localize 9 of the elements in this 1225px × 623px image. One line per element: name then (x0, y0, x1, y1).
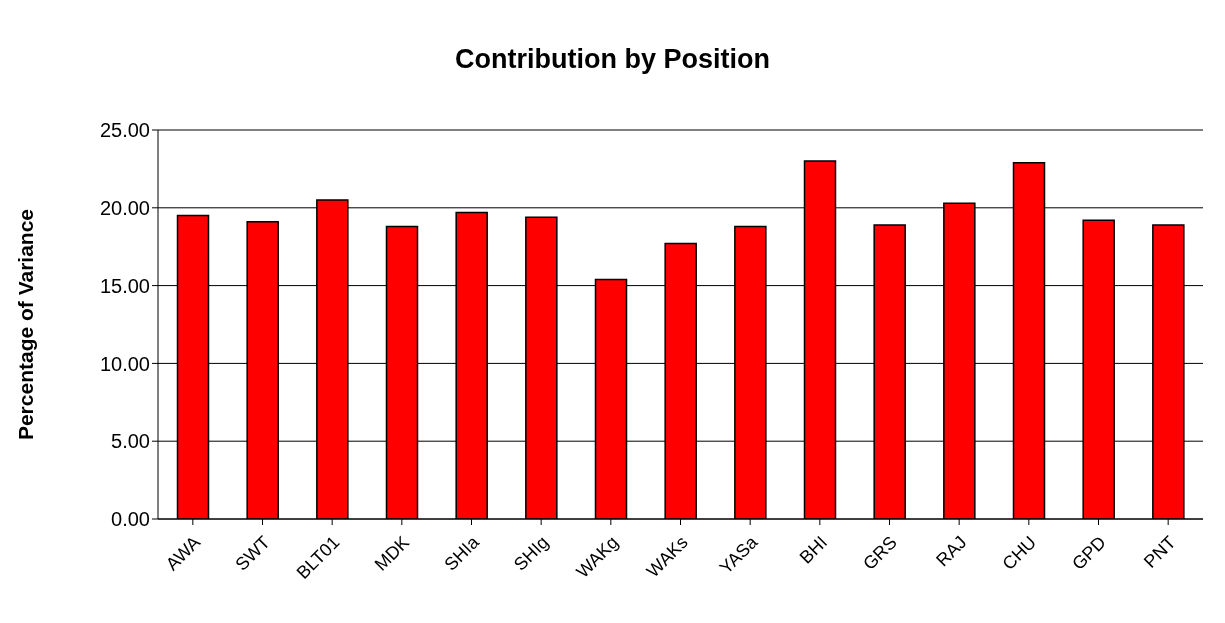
y-tick-label: 20.00 (99, 196, 150, 219)
y-tick-label: 10.00 (99, 352, 150, 375)
x-tick-label: BHI (795, 532, 832, 568)
y-tick-label: 0.00 (111, 508, 150, 531)
chart-title: Contribution by Position (454, 44, 771, 75)
y-tick-label: 15.00 (99, 274, 150, 297)
y-tick-label: 5.00 (111, 430, 150, 453)
y-axis-title: Percentage of Variance (14, 208, 38, 441)
y-tick-label: 25.00 (99, 119, 150, 142)
